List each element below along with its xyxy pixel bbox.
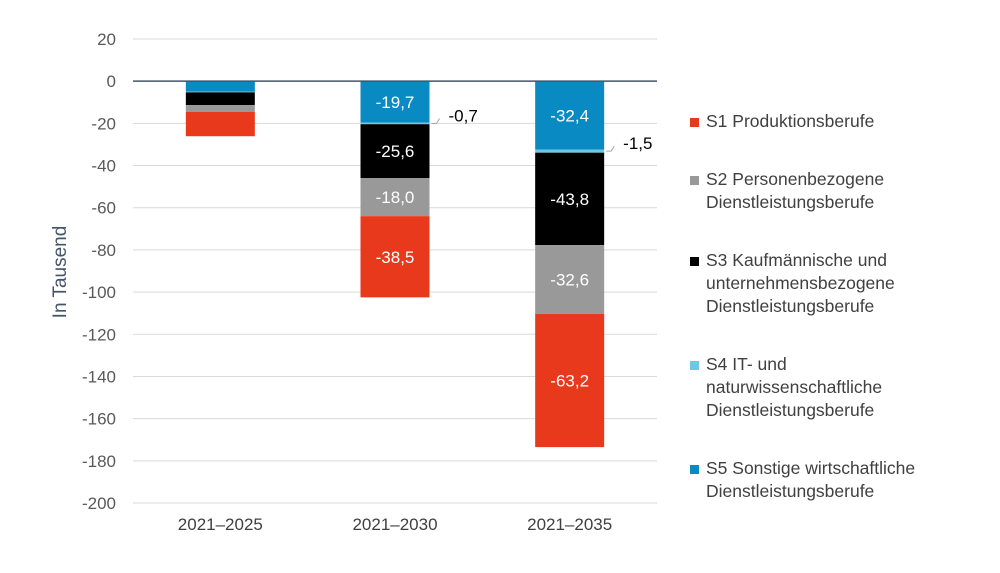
bar-segment-s5 [185, 81, 255, 92]
y-tick-label: -180 [82, 452, 116, 471]
x-category-label: 2021–2030 [352, 515, 437, 534]
y-tick-label: -140 [82, 367, 116, 386]
leader-lines [431, 118, 615, 152]
legend-label-line: Dienstleistungsberufe [706, 296, 875, 316]
bar-segment-s1 [185, 111, 255, 137]
data-label: -43,8 [550, 190, 589, 209]
legend-swatch [690, 176, 699, 185]
bar-segment-s1 [535, 313, 605, 448]
bar-segment-s4 [535, 149, 605, 153]
bars [185, 81, 605, 448]
bar-segment-s2 [185, 105, 255, 112]
data-label: -38,5 [376, 248, 415, 267]
y-tick-label: 0 [107, 72, 116, 91]
legend-label: S1 Produktionsberufe [706, 110, 986, 133]
data-label: -32,4 [550, 106, 589, 125]
bar-segment-s5 [535, 81, 605, 150]
y-tick-label: 20 [97, 30, 116, 49]
data-label: -1,5 [623, 134, 652, 153]
legend-label-line: S2 Personenbezogene [706, 169, 885, 189]
x-axis-categories: 2021–2025 2021–2030 2021–2035 [178, 515, 612, 534]
y-tick-label: -40 [91, 157, 116, 176]
y-tick-label: -20 [91, 114, 116, 133]
legend-label-line: S4 IT- und [706, 354, 787, 374]
bar-segment-s3 [360, 124, 430, 179]
legend-label-line: S5 Sonstige wirtschaftliche [706, 458, 916, 478]
legend-label-line: unternehmensbezogene [706, 273, 895, 293]
data-label: -0,7 [449, 106, 478, 125]
y-tick-label: -60 [91, 199, 116, 218]
data-label: -25,6 [376, 142, 415, 161]
bar-segment-s4 [185, 91, 255, 93]
y-tick-label: -160 [82, 410, 116, 429]
legend-label-line: Dienstleistungsberufe [706, 481, 875, 501]
y-axis-label: In Tausend [50, 226, 71, 319]
bar-segment-s5 [360, 81, 430, 123]
data-label: -18,0 [376, 188, 415, 207]
y-tick-label: -120 [82, 325, 116, 344]
legend-swatch [690, 465, 699, 474]
legend-label: S4 IT- und naturwissenschaftliche Dienstle… [706, 353, 986, 422]
leader-line [431, 118, 440, 124]
x-category-label: 2021–2025 [178, 515, 263, 534]
y-tick-label: -100 [82, 283, 116, 302]
data-label: -19,7 [376, 93, 415, 112]
legend-swatch [690, 361, 699, 370]
legend-label-line: Dienstleistungsberufe [706, 192, 875, 212]
bar-segment-s3 [185, 92, 255, 106]
bar-segment-s1 [360, 216, 430, 298]
legend-label: S2 Personenbezogene Dienstleistungsberufe [706, 168, 986, 214]
legend-label-line: S3 Kaufmännische und [706, 250, 887, 270]
x-category-label: 2021–2035 [527, 515, 612, 534]
legend-label: S3 Kaufmännische und unternehmensbezogene… [706, 249, 986, 318]
y-tick-label: -200 [82, 494, 116, 513]
data-label: -63,2 [550, 371, 589, 390]
leader-line [606, 145, 615, 152]
y-axis-ticks: 20 0 -20 -40 -60 -80 -100 -120 -140 -160 -180 -200 [82, 30, 116, 513]
legend-label-line: naturwissenschaftliche [706, 377, 883, 397]
bar-segment-s2 [360, 178, 430, 217]
legend-label-line: Dienstleistungsberufe [706, 400, 875, 420]
legend-swatch [690, 118, 699, 127]
legend-swatch [690, 257, 699, 266]
data-labels: -19,7 -0,7 -25,6 -18,0 -38,5 -32,4 -1,5 -43,8 -3… [376, 93, 653, 391]
y-tick-label: -80 [91, 241, 116, 260]
legend-label: S5 Sonstige wirtschaftliche Dienstleistun… [706, 457, 986, 503]
bar-segment-s4 [360, 122, 430, 125]
bar-segment-s3 [535, 152, 605, 246]
data-label: -32,6 [550, 270, 589, 289]
bar-segment-s2 [535, 245, 605, 314]
legend-label-line: S1 Produktionsberufe [706, 111, 875, 131]
